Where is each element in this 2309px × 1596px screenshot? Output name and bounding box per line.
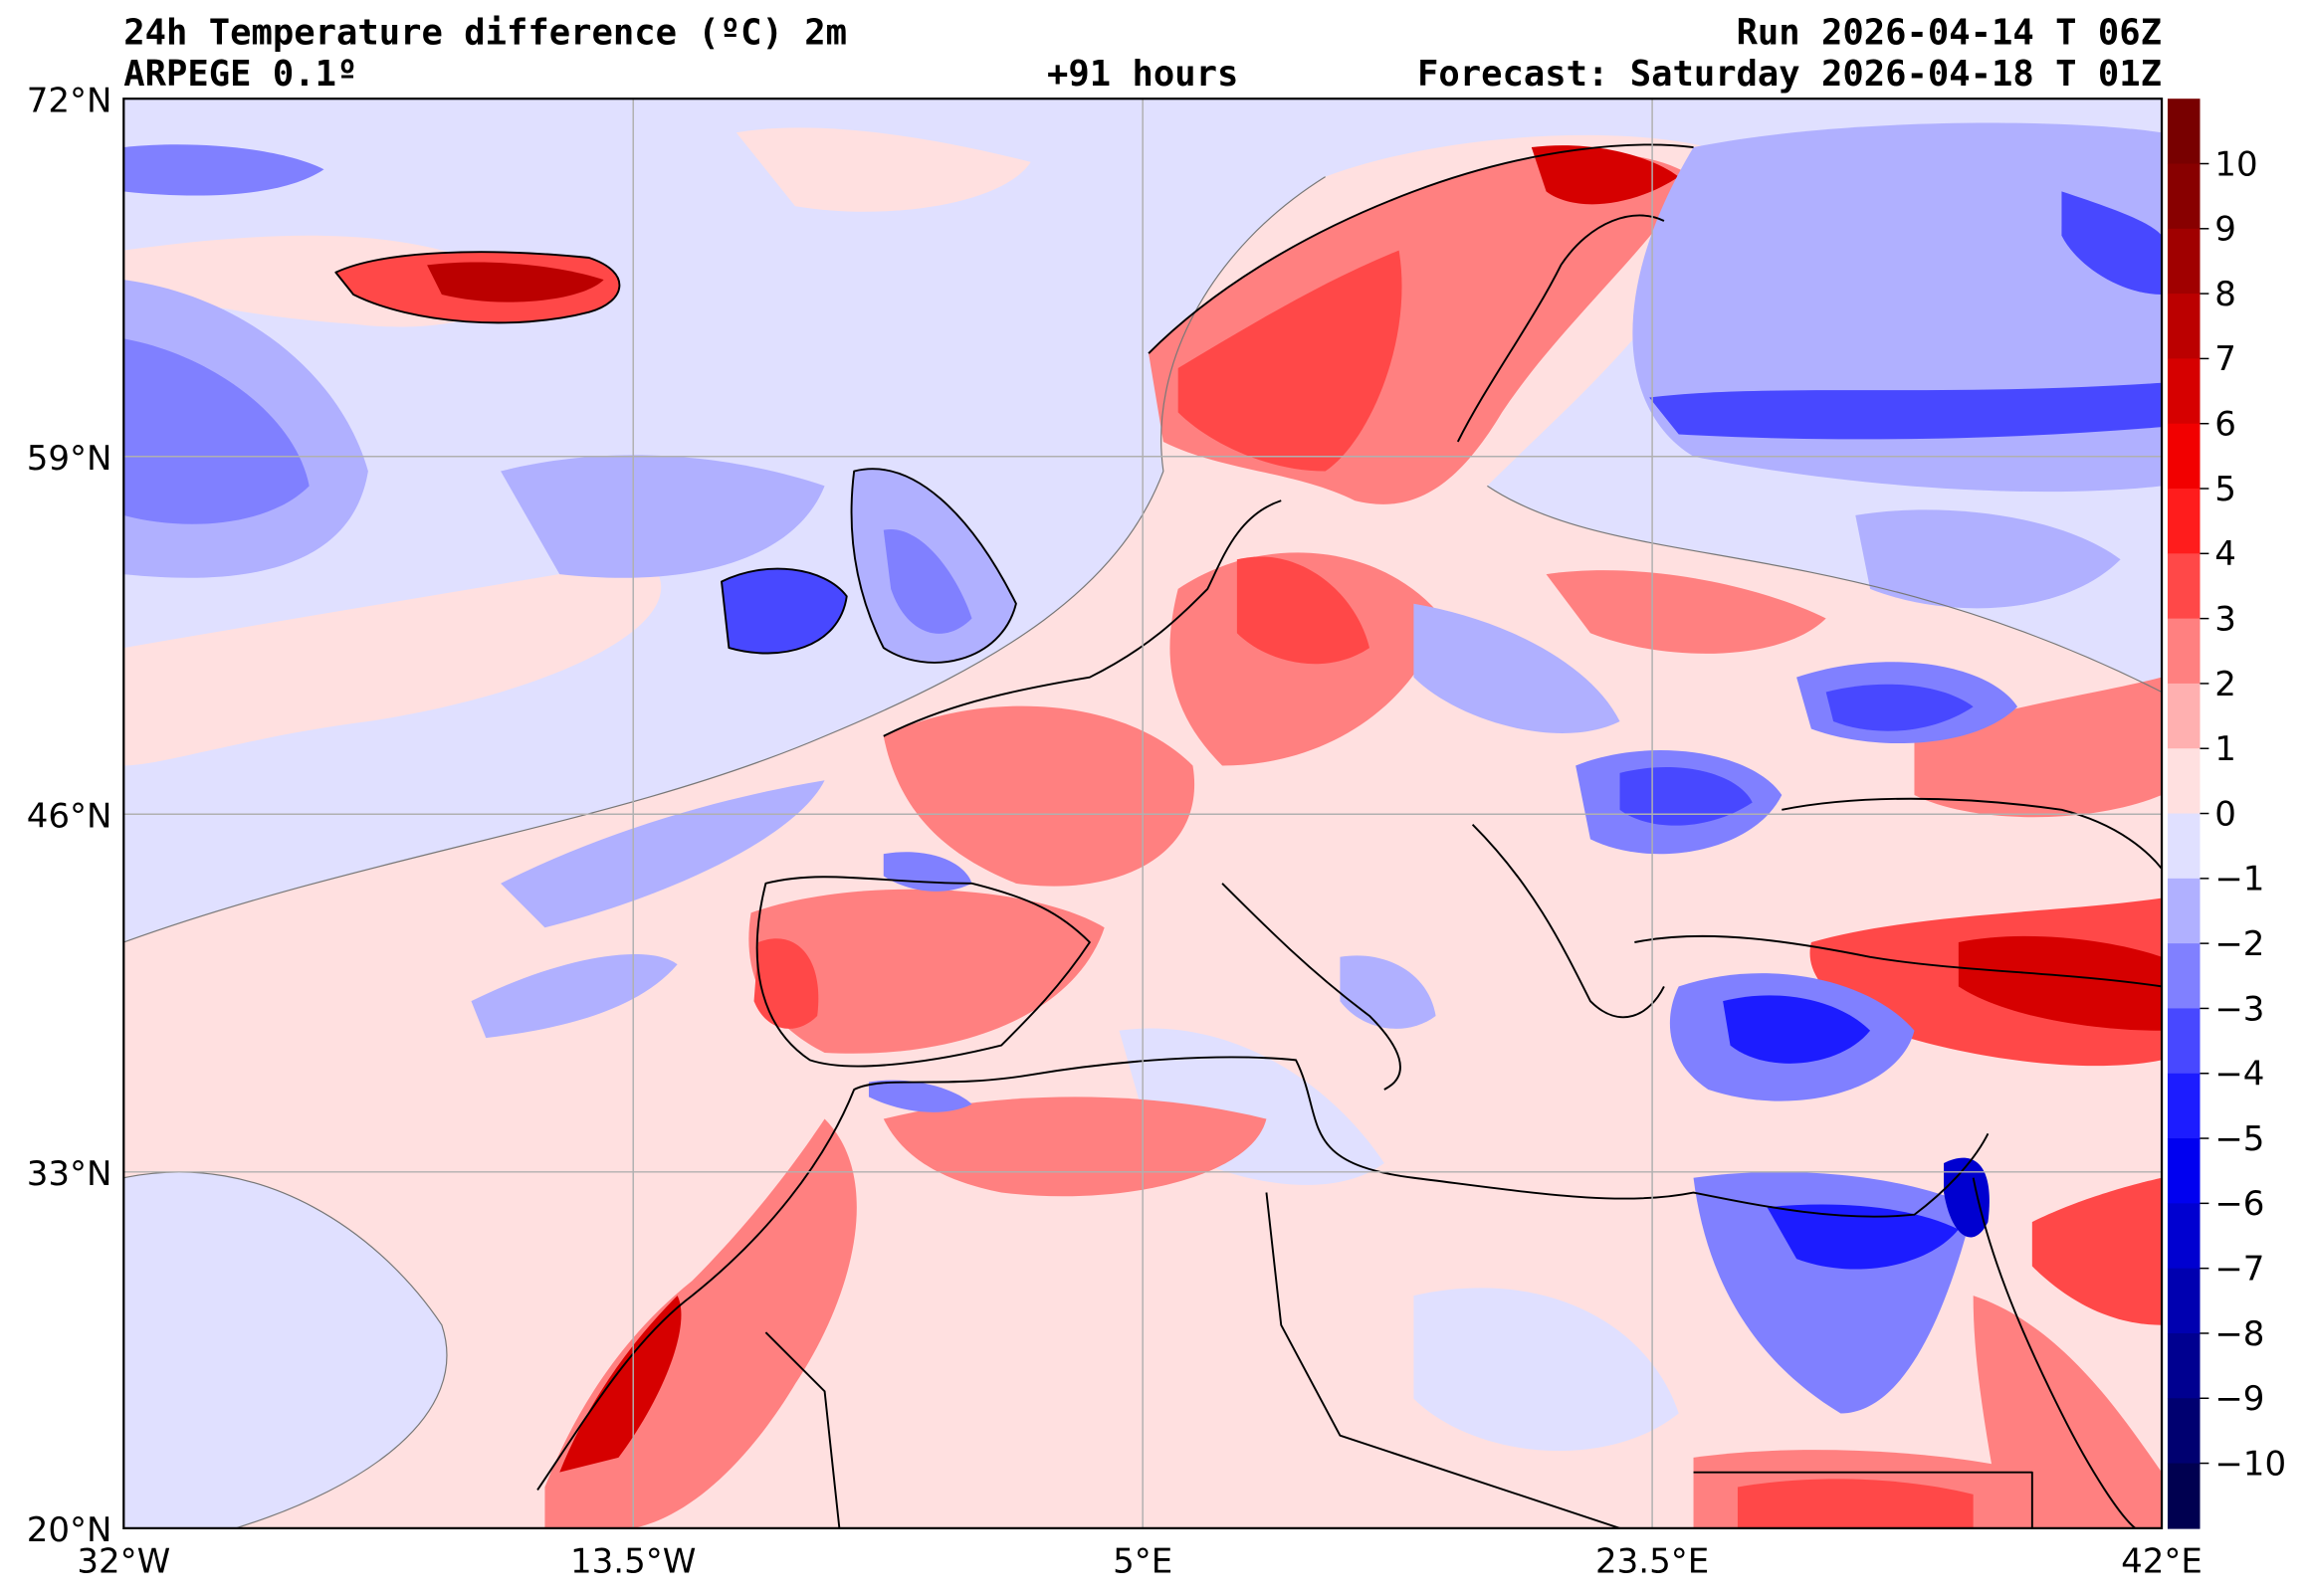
- lat-tick: 33°N: [27, 1154, 112, 1194]
- colorbar-segment: [2167, 294, 2201, 360]
- forecast-label: Forecast: Saturday 2026-04-18 T 01Z: [1417, 54, 2162, 95]
- colorbar-tick-label: −1: [2214, 860, 2264, 899]
- lat-tick: 20°N: [27, 1510, 112, 1550]
- colorbar-tick-label: 0: [2214, 794, 2236, 834]
- colorbar-segment: [2167, 1463, 2201, 1529]
- model-label: ARPEGE 0.1º: [123, 54, 357, 95]
- colorbar-tick-label: −9: [2214, 1379, 2264, 1419]
- colorbar-segment: [2167, 489, 2201, 555]
- colorbar-tick-label: 10: [2214, 144, 2257, 184]
- lon-tick: 23.5°E: [1595, 1541, 1709, 1581]
- lon-tick: 13.5°W: [570, 1541, 696, 1581]
- map-frame: [122, 98, 2164, 1529]
- figure-title: 24h Temperature difference (ºC) 2m: [123, 12, 847, 53]
- colorbar-segment: [2167, 813, 2201, 880]
- lon-tick: 42°E: [2121, 1541, 2203, 1581]
- colorbar-tick-label: 2: [2214, 665, 2236, 704]
- colorbar-segment: [2167, 1138, 2201, 1205]
- colorbar-tick-label: −2: [2214, 924, 2264, 964]
- colorbar-segment: [2167, 878, 2201, 944]
- lat-tick: 46°N: [27, 797, 112, 837]
- colorbar-segment: [2167, 1203, 2201, 1270]
- colorbar-segment: [2167, 683, 2201, 749]
- colorbar-tick-label: 8: [2214, 275, 2236, 314]
- colorbar-segment: [2167, 163, 2201, 230]
- colorbar-segment: [2167, 423, 2201, 490]
- colorbar-tick-label: −10: [2214, 1444, 2286, 1484]
- colorbar-tick-label: 6: [2214, 405, 2236, 445]
- colorbar-tick-label: 1: [2214, 729, 2236, 769]
- colorbar-tick-label: 5: [2214, 470, 2236, 509]
- colorbar-tick-label: −7: [2214, 1249, 2264, 1289]
- colorbar-segment: [2167, 1008, 2201, 1075]
- lon-tick: 5°E: [1113, 1541, 1172, 1581]
- colorbar-segment: [2167, 1073, 2201, 1139]
- colorbar-tick-label: 7: [2214, 339, 2236, 379]
- run-label: Run 2026-04-14 T 06Z: [1737, 12, 2162, 53]
- colorbar-tick-label: −8: [2214, 1314, 2264, 1354]
- lat-tick: 72°N: [27, 82, 112, 121]
- colorbar-segment: [2167, 943, 2201, 1010]
- colorbar-tick-label: −5: [2214, 1119, 2264, 1159]
- colorbar-segment: [2167, 99, 2201, 165]
- colorbar-segment: [2167, 553, 2201, 620]
- colorbar-segment: [2167, 1268, 2201, 1334]
- colorbar-tick-label: −3: [2214, 989, 2264, 1029]
- colorbar-segment: [2167, 358, 2201, 425]
- colorbar-tick-label: 4: [2214, 534, 2236, 574]
- lon-tick: 32°W: [77, 1541, 170, 1581]
- colorbar-segment: [2167, 1398, 2201, 1465]
- lat-tick: 59°N: [27, 439, 112, 479]
- colorbar-segment: [2167, 1332, 2201, 1400]
- colorbar-tick-label: −6: [2214, 1184, 2264, 1224]
- colorbar-tick-label: 3: [2214, 599, 2236, 639]
- colorbar-segment: [2167, 748, 2201, 815]
- colorbar-tick-label: −4: [2214, 1055, 2264, 1095]
- colorbar-segment: [2167, 618, 2201, 685]
- colorbar-tick-label: 9: [2214, 210, 2236, 250]
- colorbar-segment: [2167, 228, 2201, 295]
- lead-time-label: +91 hours: [1047, 54, 1238, 95]
- graticule: [123, 99, 2163, 1528]
